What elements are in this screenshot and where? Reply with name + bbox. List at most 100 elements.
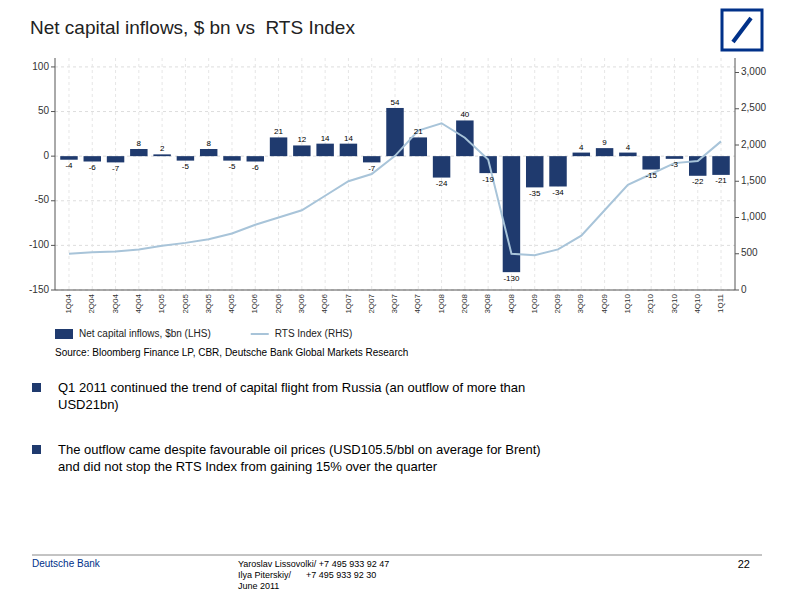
grid-line: [674, 58, 675, 290]
note-line: USD21bn): [58, 397, 119, 412]
data-label: 8: [206, 139, 211, 148]
data-label: 12: [297, 135, 306, 144]
grid-line: [464, 58, 465, 290]
grid-line: [325, 58, 326, 290]
plot-marks: [60, 108, 730, 272]
bar: [84, 156, 101, 161]
bar: [316, 144, 333, 156]
x-tick-label: 4Q05: [227, 293, 236, 313]
grid-line: [395, 58, 396, 290]
grid-line: [55, 290, 735, 291]
y2-tick-label: 3,000: [741, 66, 766, 77]
x-tick-label: 2Q09: [553, 293, 562, 313]
y-tick-label: 50: [38, 105, 50, 116]
footer-contact-line: Yaroslav Lissovolki/ +7 495 933 92 47: [238, 559, 389, 569]
y-tick: [51, 200, 55, 201]
grid-line: [208, 58, 209, 290]
source: Source: Bloomberg Finance LP, CBR, Deuts…: [55, 347, 408, 358]
grid-line: [162, 58, 163, 290]
note: Q1 2011 continued the trend of capital f…: [58, 380, 525, 412]
y-tick: [51, 111, 55, 112]
grid-line: [68, 58, 69, 290]
x-tick-label: 1Q06: [250, 293, 259, 313]
bar: [107, 156, 124, 162]
data-label: 4: [579, 143, 584, 152]
bar: [270, 137, 287, 156]
grid-line: [115, 58, 116, 290]
legend-label: RTS Index (RHS): [275, 328, 353, 339]
y2-tick: [735, 145, 739, 146]
footer-page: 22: [738, 558, 750, 570]
y2-tick: [735, 108, 739, 109]
data-label: -22: [692, 177, 704, 186]
y2-tick-label: 1,500: [741, 175, 766, 186]
data-label: 21: [274, 127, 283, 136]
y-tick-label: 0: [43, 150, 49, 161]
x-axis-line: [55, 290, 735, 291]
note-line: and did not stop the RTS Index from gain…: [58, 459, 438, 474]
data-label: -7: [368, 164, 376, 173]
note-line: Q1 2011 continued the trend of capital f…: [58, 380, 525, 395]
bar: [642, 156, 659, 169]
x-tick-label: 1Q07: [344, 293, 353, 313]
bar: [596, 148, 613, 156]
data-label: 4: [626, 143, 631, 152]
y2-tick-label: 2,000: [741, 139, 766, 150]
legend-swatch: [251, 333, 269, 335]
data-label: -6: [252, 163, 260, 172]
x-tick-label: 3Q05: [204, 293, 213, 313]
footer-contact: Yaroslav Lissovolki/ +7 495 933 92 47Ily…: [238, 559, 389, 591]
y2-tick: [735, 253, 739, 254]
bar: [410, 137, 427, 156]
data-labels: -4-6-782-58-5-621121414-75421-2440-19-13…: [65, 98, 727, 283]
data-label: -15: [645, 171, 657, 180]
footer-left: Deutsche Bank: [32, 558, 101, 569]
bar: [200, 149, 217, 156]
x-tick-label: 1Q08: [437, 293, 446, 313]
y2-tick-label: 1,000: [741, 211, 766, 222]
legend: Net capital inflows, $bn (LHS) RTS Index …: [55, 328, 352, 339]
note-line: The outflow came despite favourable oil …: [58, 442, 541, 457]
data-label: -5: [182, 162, 190, 171]
bar: [293, 145, 310, 156]
x-tick-label: 1Q09: [530, 293, 539, 313]
bar: [689, 156, 706, 176]
y2-tick: [735, 290, 739, 291]
grid-line: [55, 200, 735, 201]
data-label: 2: [160, 144, 165, 153]
grid-line: [348, 58, 349, 290]
x-tick-label: 3Q06: [297, 293, 306, 313]
x-tick-label: 1Q04: [64, 293, 73, 313]
data-label: -34: [552, 188, 564, 197]
grid: [55, 58, 735, 290]
x-tick-label: 2Q08: [460, 293, 469, 313]
data-label: -6: [89, 163, 97, 172]
data-label: -130: [503, 274, 520, 283]
y-axis-line: [55, 58, 56, 290]
y-tick: [51, 156, 55, 157]
y-tick-label: -50: [35, 194, 50, 205]
note: The outflow came despite favourable oil …: [58, 442, 541, 474]
grid-line: [301, 58, 302, 290]
grid-line: [581, 58, 582, 290]
x-tick-label: 2Q05: [181, 293, 190, 313]
logo: [722, 10, 762, 50]
x-tick-label: 3Q08: [483, 293, 492, 313]
y2-tick-label: 0: [741, 284, 747, 295]
x-tick-label: 4Q10: [693, 293, 702, 313]
data-label: -3: [671, 160, 679, 169]
x-tick-label: 3Q10: [670, 293, 679, 313]
x-tick-label: 3Q04: [111, 293, 120, 313]
grid-line: [185, 58, 186, 290]
x-tick-label: 2Q07: [367, 293, 376, 313]
bar: [247, 156, 264, 161]
y-tick-label: 100: [32, 61, 49, 72]
grid-line: [231, 58, 232, 290]
y2-axis-line: [735, 58, 736, 290]
page: Net capital inflows, $ bn vs RTS Index-4…: [0, 0, 794, 597]
legend-label: Net capital inflows, $bn (LHS): [79, 328, 211, 339]
x-tick-label: 3Q07: [390, 293, 399, 313]
x-tick-label: 2Q04: [87, 293, 96, 313]
data-label: -35: [529, 189, 541, 198]
logo-slash: [733, 18, 751, 42]
